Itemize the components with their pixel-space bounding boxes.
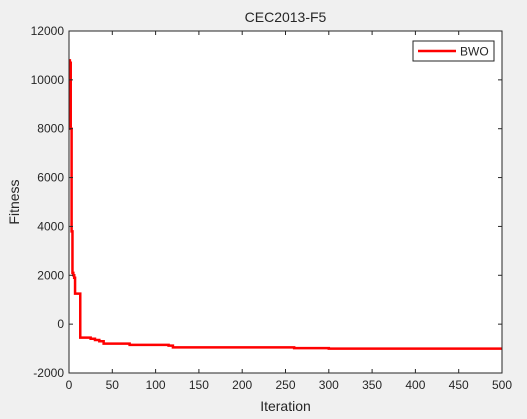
plot-area [69,31,502,373]
x-tick-label: 500 [492,378,512,392]
x-axis-label: Iteration [260,398,311,414]
y-tick-label: 6000 [37,171,64,185]
x-tick-label: 400 [405,378,425,392]
x-tick-label: 250 [275,378,295,392]
y-tick-label: 0 [57,317,64,331]
x-tick-label: 350 [362,378,382,392]
y-tick-label: 10000 [31,73,65,87]
y-tick-label: 2000 [37,268,64,282]
y-axis-label: Fitness [6,179,22,224]
x-tick-label: 0 [66,378,73,392]
chart-marks [68,59,502,350]
legend-label-bwo: BWO [460,45,489,59]
legend: BWO [412,40,495,62]
x-tick-label: 50 [106,378,120,392]
x-tick-label: 150 [189,378,209,392]
y-tick-label: -2000 [33,366,64,380]
y-tick-label: 4000 [37,219,64,233]
chart-title: CEC2013-F5 [245,9,327,25]
y-tick-label: 8000 [37,122,64,136]
x-tick-label: 450 [449,378,469,392]
series-line-bwo [68,59,502,350]
x-tick-label: 300 [319,378,339,392]
axis-ticks: 0 50 100 150 200 250 300 350 400 450 500-200002000… [31,24,513,392]
x-tick-label: 200 [232,378,252,392]
y-tick-label: 12000 [31,24,65,38]
x-tick-label: 100 [146,378,166,392]
